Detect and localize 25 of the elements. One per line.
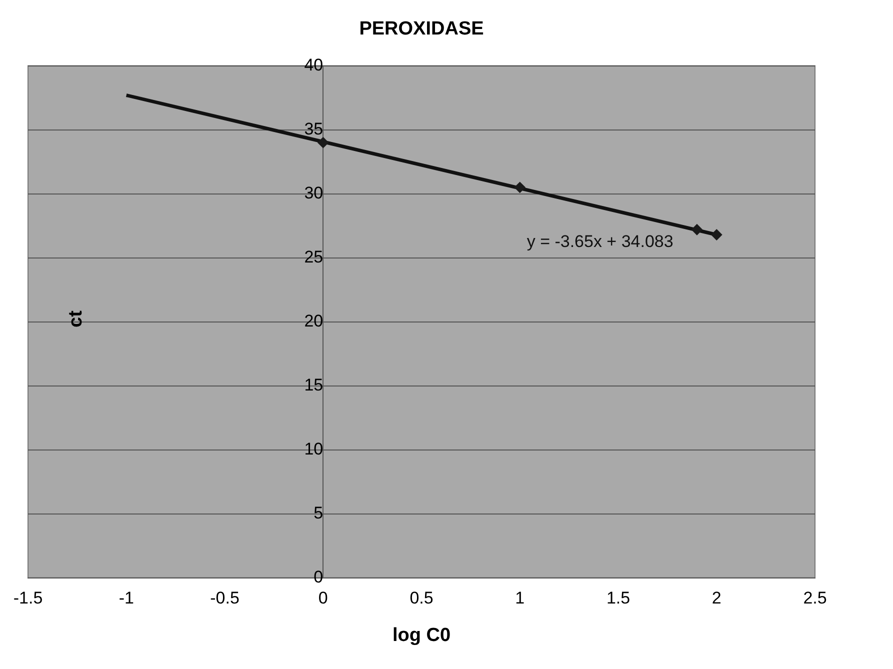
y-tick-label: 25	[304, 247, 324, 266]
x-tick-label: 1.5	[606, 588, 630, 608]
y-tick-label: 10	[304, 439, 324, 458]
x-tick-label: -1.5	[13, 588, 43, 608]
y-tick-label: 30	[304, 183, 324, 202]
y-tick-label: 40	[304, 55, 324, 74]
y-tick-label: 0	[314, 567, 324, 586]
x-tick-label: -0.5	[210, 588, 240, 608]
y-axis-title: ct	[65, 310, 88, 328]
y-tick-label: 5	[314, 503, 324, 522]
point	[691, 224, 702, 236]
y-tick-label: 15	[304, 375, 324, 394]
y-tick-label: 35	[304, 119, 324, 138]
x-axis-title: log C0	[392, 624, 451, 646]
x-tick-label: 2	[712, 588, 722, 608]
x-tick-label: -1	[118, 588, 134, 608]
annotation: y = -3.65x + 34.083	[526, 232, 674, 252]
y-tick-label: 20	[304, 311, 324, 330]
point	[318, 137, 329, 148]
x-tick-label: 1	[515, 588, 525, 608]
x-tick-label: 2.5	[803, 588, 827, 608]
chart-title: PEROXIDASE	[359, 18, 484, 40]
point	[711, 229, 722, 240]
point	[514, 182, 526, 193]
x-tick-label: 0.5	[410, 588, 434, 608]
